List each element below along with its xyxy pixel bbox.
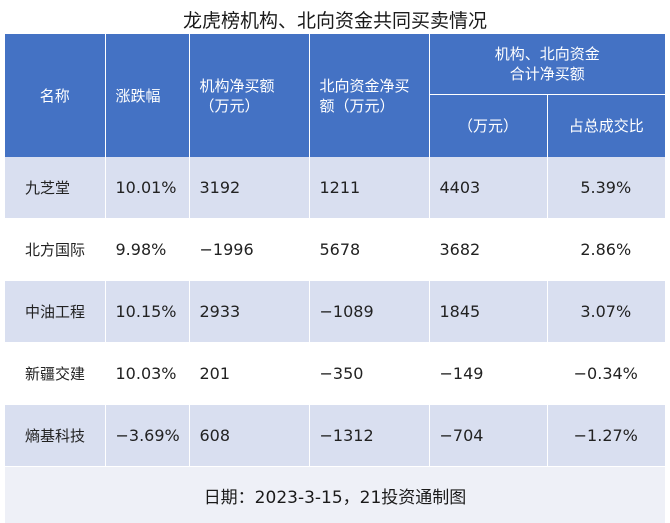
header-combined-line2: 合计净买额 (431, 64, 665, 84)
cell-inst: 3192 (189, 157, 309, 219)
header-inst-line2: （万元） (200, 96, 308, 116)
cell-inst: 608 (189, 405, 309, 467)
cell-ratio: 3.07% (547, 281, 665, 343)
cell-ratio: 5.39% (547, 157, 665, 219)
header-inst-line1: 机构净买额 (200, 76, 308, 96)
cell-name: 中油工程 (5, 281, 105, 343)
footer-note: 日期：2023-3-15，21投资通制图 (5, 467, 665, 523)
cell-total: 3682 (429, 219, 547, 281)
cell-ratio: −0.34% (547, 343, 665, 405)
cell-north: −1312 (309, 405, 429, 467)
header-north-line1: 北向资金净买 (320, 76, 428, 96)
table-row: 九芝堂 10.01% 3192 1211 4403 5.39% (5, 157, 665, 219)
table-row: 北方国际 9.98% −1996 5678 3682 2.86% (5, 219, 665, 281)
cell-change: 10.03% (105, 343, 189, 405)
cell-total: 4403 (429, 157, 547, 219)
header-combined-ratio: 占总成交比 (547, 95, 665, 158)
cell-change: 10.15% (105, 281, 189, 343)
header-inst-net-buy: 机构净买额 （万元） (189, 34, 309, 157)
cell-change: 9.98% (105, 219, 189, 281)
cell-ratio: 2.86% (547, 219, 665, 281)
header-combined-line1: 机构、北向资金 (431, 44, 665, 64)
cell-north: −350 (309, 343, 429, 405)
header-combined: 机构、北向资金 合计净买额 (429, 34, 665, 95)
cell-name: 熵基科技 (5, 405, 105, 467)
cell-north: −1089 (309, 281, 429, 343)
header-combined-unit: （万元） (429, 95, 547, 158)
table-row: 中油工程 10.15% 2933 −1089 1845 3.07% (5, 281, 665, 343)
table-row: 熵基科技 −3.69% 608 −1312 −704 −1.27% (5, 405, 665, 467)
header-north-line2: 额（万元） (320, 96, 428, 116)
header-name: 名称 (5, 34, 105, 157)
header-change: 涨跌幅 (105, 34, 189, 157)
cell-ratio: −1.27% (547, 405, 665, 467)
cell-change: −3.69% (105, 405, 189, 467)
cell-name: 九芝堂 (5, 157, 105, 219)
cell-total: −149 (429, 343, 547, 405)
cell-name: 新疆交建 (5, 343, 105, 405)
table-title: 龙虎榜机构、北向资金共同买卖情况 (0, 6, 670, 33)
cell-north: 5678 (309, 219, 429, 281)
cell-north: 1211 (309, 157, 429, 219)
data-table: 名称 涨跌幅 机构净买额 （万元） 北向资金净买 额（万元） 机构、北向资金 合… (5, 34, 665, 523)
cell-name: 北方国际 (5, 219, 105, 281)
cell-total: −704 (429, 405, 547, 467)
header-north-net-buy: 北向资金净买 额（万元） (309, 34, 429, 157)
cell-inst: −1996 (189, 219, 309, 281)
cell-inst: 201 (189, 343, 309, 405)
cell-total: 1845 (429, 281, 547, 343)
table-row: 新疆交建 10.03% 201 −350 −149 −0.34% (5, 343, 665, 405)
cell-inst: 2933 (189, 281, 309, 343)
cell-change: 10.01% (105, 157, 189, 219)
